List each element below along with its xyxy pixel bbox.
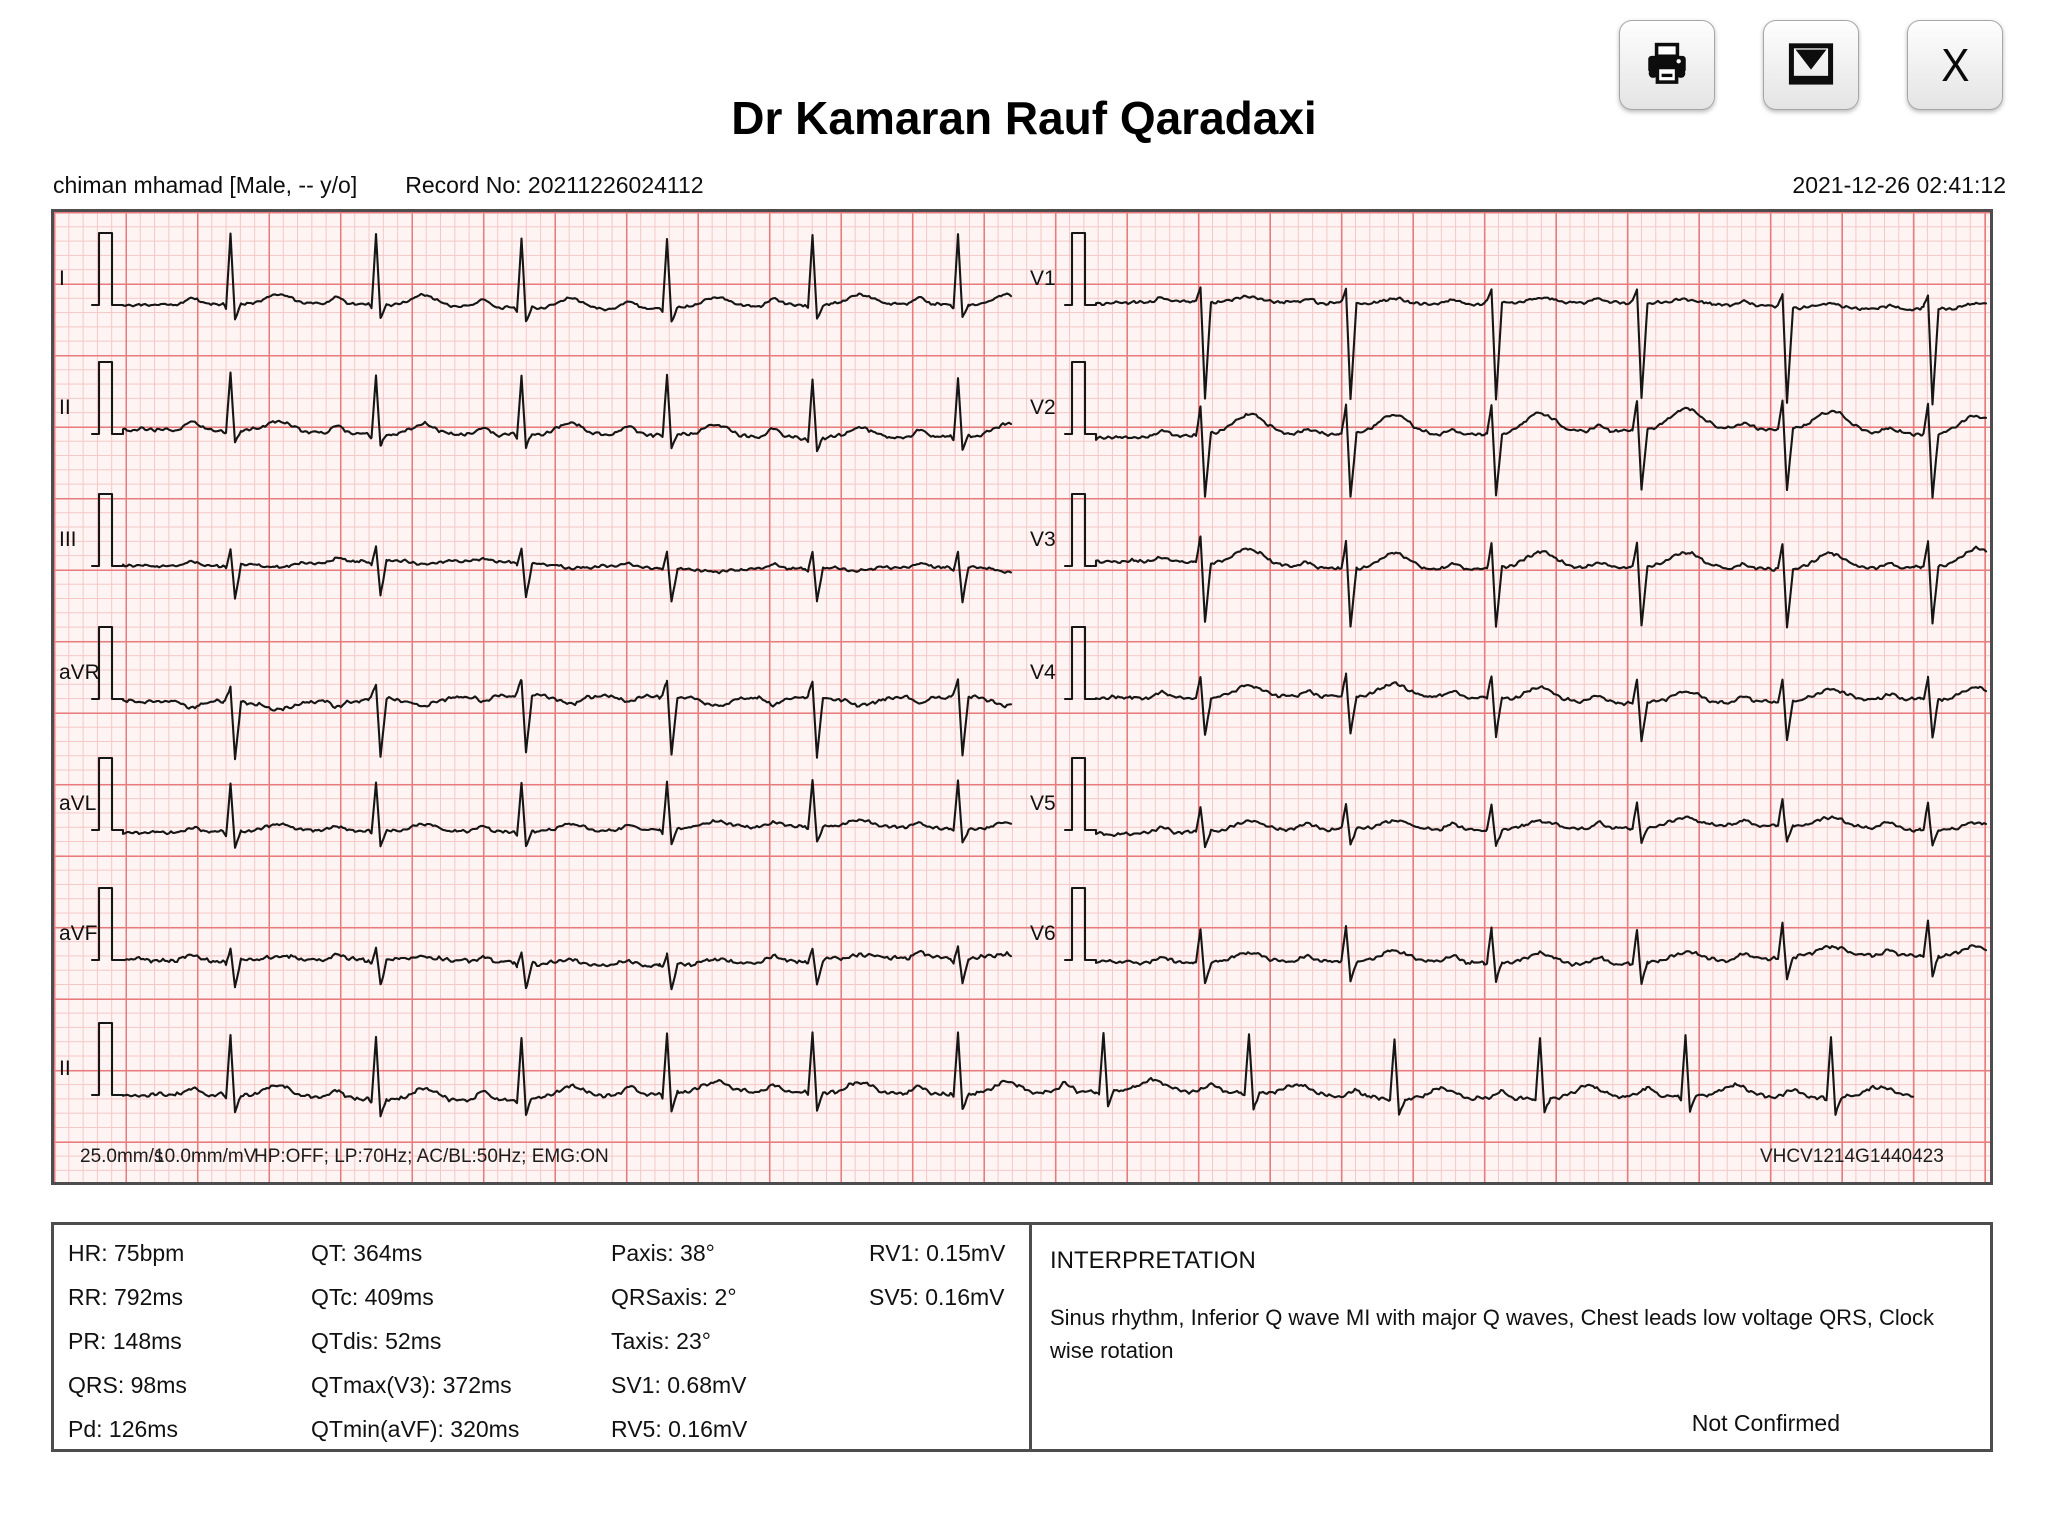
- measurement-qt: QT: 364ms: [311, 1240, 423, 1266]
- ecg-trace-aVF: [90, 886, 1013, 991]
- measurement-qtmax: QTmax(V3): 372ms: [311, 1372, 512, 1398]
- ecg-trace-II-rhythm: [90, 1021, 1915, 1118]
- ecg-trace-I: [90, 231, 1013, 323]
- results-row: HR: 75bpm QT: 364ms Paxis: 38° RV1: 0.15…: [51, 1222, 1993, 1452]
- lead-label-II: II: [59, 396, 71, 419]
- lead-label-V1: V1: [1030, 267, 1056, 290]
- ecg-paper: I II III aVR aVL aVF V1 V2 V3 V4 V5 V6 II 25.0mm/s 1…: [51, 209, 1993, 1185]
- ecg-trace-aVR: [90, 625, 1013, 761]
- ecg-trace-V2: [1063, 360, 1988, 499]
- measurement-qrs: QRS: 98ms: [68, 1372, 187, 1398]
- measurement-sv5: SV5: 0.16mV: [869, 1284, 1005, 1310]
- measurement-qtmin: QTmin(aVF): 320ms: [311, 1416, 520, 1442]
- email-button[interactable]: [1763, 20, 1859, 110]
- page-title: Dr Kamaran Rauf Qaradaxi: [731, 91, 1317, 144]
- lead-label-V5: V5: [1030, 792, 1056, 815]
- ecg-trace-III: [90, 492, 1013, 604]
- ecg-filters: HP:OFF; LP:70Hz; AC/BL:50Hz; EMG:ON: [254, 1146, 609, 1167]
- measurement-rr: RR: 792ms: [68, 1284, 184, 1310]
- lead-label-V6: V6: [1030, 922, 1056, 945]
- ecg-trace-V6: [1063, 886, 1988, 985]
- interpretation-panel: INTERPRETATION Sinus rhythm, Inferior Q …: [1029, 1222, 1993, 1452]
- measurement-taxis: Taxis: 23°: [611, 1328, 711, 1354]
- measurement-hr: HR: 75bpm: [68, 1240, 185, 1266]
- printer-icon: [1648, 42, 1686, 84]
- patient-info-bar: chiman mhamad [Male, -- y/o] Record No: …: [53, 172, 2006, 199]
- measurement-qtdis: QTdis: 52ms: [311, 1328, 442, 1354]
- ecg-gain: 10.0mm/mV: [154, 1146, 257, 1167]
- close-button[interactable]: X: [1907, 20, 2003, 110]
- measurement-paxis: Paxis: 38°: [611, 1240, 715, 1266]
- ecg-trace-II: [90, 360, 1013, 453]
- lead-label-V4: V4: [1030, 661, 1056, 684]
- ecg-trace-V3: [1063, 492, 1988, 629]
- confirmation-status: Not Confirmed: [1691, 1410, 1840, 1436]
- measurement-pd: Pd: 126ms: [68, 1416, 178, 1442]
- ecg-trace-V1: [1063, 231, 1988, 406]
- close-icon: X: [1940, 39, 1970, 91]
- patient-name: chiman mhamad [Male, -- y/o]: [53, 172, 358, 198]
- measurement-rv5: RV5: 0.16mV: [611, 1416, 748, 1442]
- ecg-trace-V4: [1063, 625, 1988, 743]
- ecg-trace-V5: [1063, 756, 1988, 849]
- envelope-icon: [1788, 43, 1834, 85]
- lead-label-III: III: [59, 528, 77, 551]
- lead-label-aVR: aVR: [59, 661, 100, 684]
- measurement-pr: PR: 148ms: [68, 1328, 182, 1354]
- lead-label-II-rhythm: II: [59, 1057, 71, 1080]
- lead-label-V2: V2: [1030, 396, 1056, 419]
- measurement-qrsaxis: QRSaxis: 2°: [611, 1284, 737, 1310]
- ecg-speed: 25.0mm/s: [80, 1146, 164, 1167]
- record-number: Record No: 20211226024112: [405, 172, 704, 198]
- lead-label-I: I: [59, 267, 65, 290]
- measurement-sv1: SV1: 0.68mV: [611, 1372, 747, 1398]
- lead-label-V3: V3: [1030, 528, 1056, 551]
- measurement-rv1: RV1: 0.15mV: [869, 1240, 1006, 1266]
- interpretation-title: INTERPRETATION: [1050, 1247, 1256, 1274]
- toolbar: X: [1619, 20, 2003, 110]
- measurements-panel: HR: 75bpm QT: 364ms Paxis: 38° RV1: 0.15…: [51, 1222, 1032, 1452]
- ecg-trace-aVL: [90, 756, 1013, 849]
- interpretation-text: Sinus rhythm, Inferior Q wave MI with ma…: [1050, 1305, 1934, 1363]
- device-code: VHCV1214G1440423: [1760, 1146, 1944, 1167]
- print-button[interactable]: [1619, 20, 1715, 110]
- measurement-qtc: QTc: 409ms: [311, 1284, 434, 1310]
- lead-label-aVF: aVF: [59, 922, 98, 945]
- lead-label-aVL: aVL: [59, 792, 96, 815]
- record-timestamp: 2021-12-26 02:41:12: [1792, 172, 2006, 198]
